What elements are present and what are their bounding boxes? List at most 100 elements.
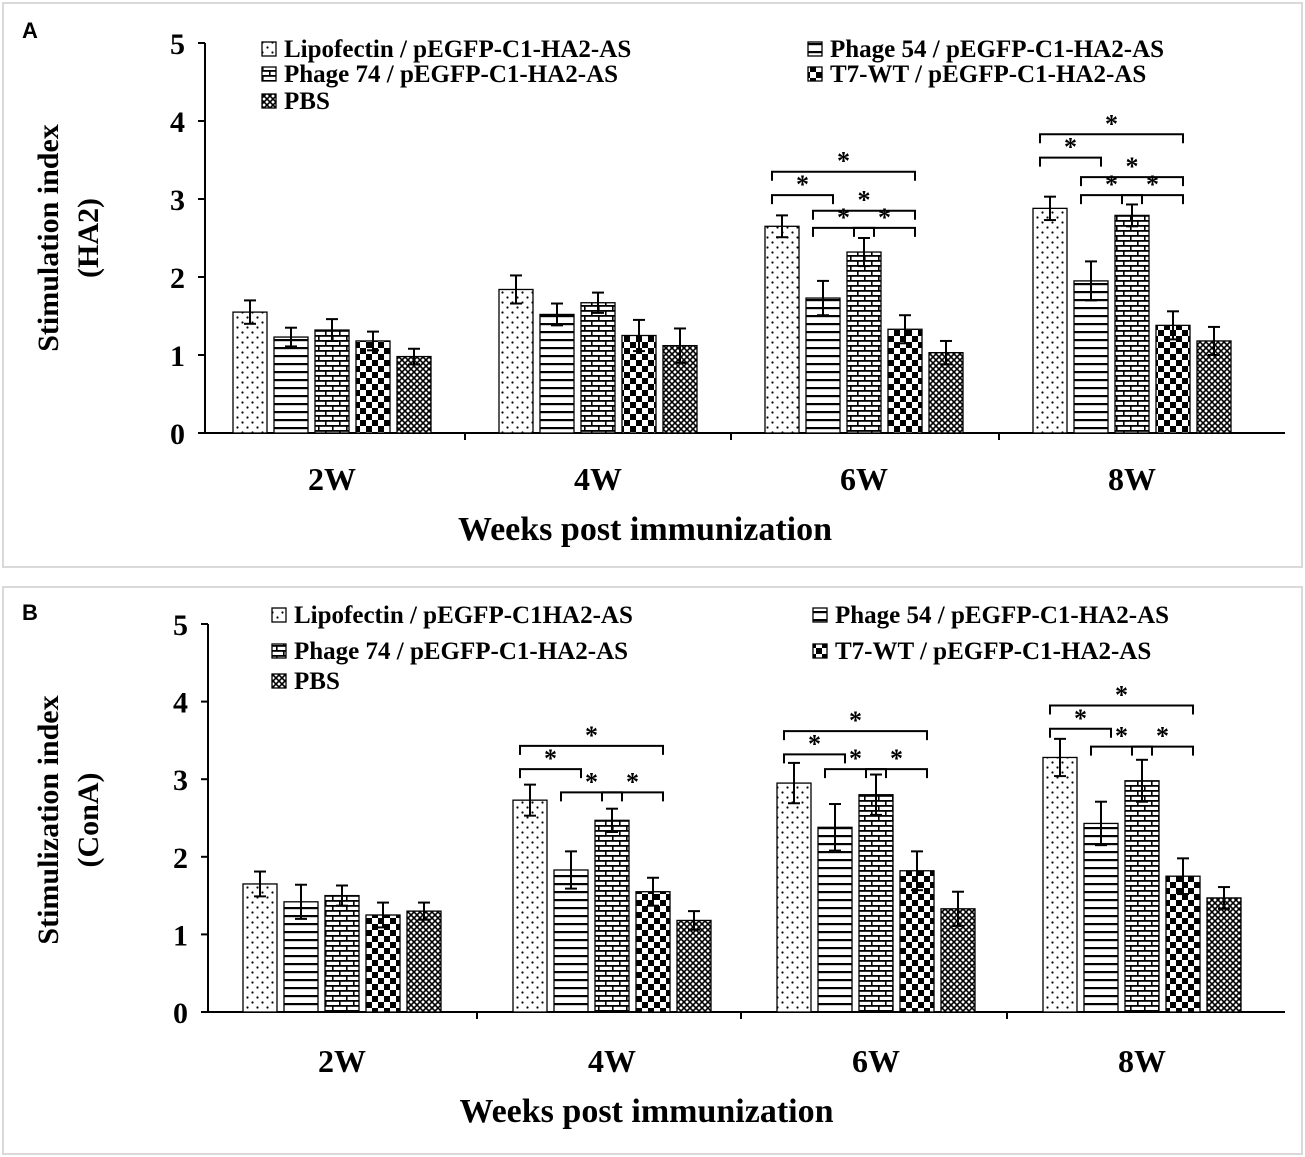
pb-legend-label: PBS <box>294 668 340 695</box>
panel-a-label: A <box>22 18 38 43</box>
pa-bar-8w-s5 <box>1196 340 1232 434</box>
pb-legend-swatch <box>271 673 287 689</box>
pb-significance-star: * <box>849 744 862 773</box>
pb-bar-2w-s1 <box>242 883 278 1013</box>
pb-significance-bracket <box>783 753 846 764</box>
pb-significance-bracket <box>601 791 664 802</box>
pa-significance-star: * <box>1146 170 1159 199</box>
pa-significance-star: * <box>1105 170 1118 199</box>
pb-significance-star: * <box>808 729 821 758</box>
pb-significance-bracket <box>1049 704 1194 715</box>
pa-bar-2w-s2 <box>273 336 309 434</box>
pb-y-axis-label-2: (ConA) <box>72 773 105 868</box>
pa-legend-label: Phage 54 / pEGFP-C1-HA2-AS <box>830 36 1164 63</box>
pa-significance-bracket <box>1039 133 1184 144</box>
pa-y-tick-label: 0 <box>170 418 185 451</box>
pb-bar-4w-s5 <box>676 919 712 1013</box>
pa-significance-star: * <box>1064 133 1077 162</box>
pa-bar-6w-s2 <box>805 297 841 434</box>
pb-category-label: 8W <box>1118 1043 1166 1079</box>
pb-significance-star: * <box>1115 680 1128 709</box>
pb-bar-6w-s3 <box>858 794 894 1013</box>
pa-bar-6w-s4 <box>887 328 923 434</box>
pa-significance-star: * <box>1105 109 1118 138</box>
pb-significance-bracket <box>783 730 928 741</box>
pa-x-axis-label: Weeks post immunization <box>458 511 832 548</box>
pb-bar-4w-s4 <box>635 891 671 1013</box>
pb-legend-label: T7-WT / pEGFP-C1-HA2-AS <box>835 638 1151 665</box>
pb-significance-bracket <box>824 768 887 779</box>
pa-bar-8w-s2 <box>1073 280 1109 434</box>
pb-significance-bracket <box>865 768 928 779</box>
pb-significance-star: * <box>585 767 598 796</box>
pa-category-label: 2W <box>308 461 356 497</box>
pb-category-label: 6W <box>852 1043 900 1079</box>
pa-significance-star: * <box>837 147 850 176</box>
pb-legend-swatch <box>812 607 828 623</box>
pa-category-label: 8W <box>1108 461 1156 497</box>
pb-category-label: 2W <box>318 1043 366 1079</box>
pb-significance-star: * <box>1156 722 1169 751</box>
pa-significance-star: * <box>796 170 809 199</box>
pb-significance-star: * <box>890 744 903 773</box>
pb-y-tick-label: 3 <box>173 764 188 797</box>
pa-legend-swatch <box>807 66 823 82</box>
pb-bar-2w-s2 <box>283 901 319 1013</box>
pa-legend-swatch <box>261 93 277 109</box>
pa-significance-star: * <box>858 186 871 215</box>
pb-significance-bracket <box>1131 745 1194 756</box>
pb-y-tick-label: 0 <box>173 997 188 1030</box>
pa-legend-label: Phage 74 / pEGFP-C1-HA2-AS <box>284 61 618 88</box>
pb-bar-8w-s3 <box>1124 780 1160 1013</box>
pb-significance-bracket <box>519 744 664 755</box>
pa-bar-8w-s3 <box>1114 214 1150 434</box>
pa-significance-bracket <box>1080 176 1184 187</box>
pb-bar-8w-s2 <box>1083 822 1119 1013</box>
pa-significance-bracket <box>1121 194 1184 205</box>
pa-legend-swatch <box>807 41 823 57</box>
pb-y-tick-label: 2 <box>173 842 188 875</box>
pb-legend-swatch <box>271 607 287 623</box>
pb-significance-bracket <box>560 791 623 802</box>
pb-bar-8w-s4 <box>1165 875 1201 1013</box>
pa-bar-2w-s5 <box>396 355 432 434</box>
pa-category-label: 4W <box>574 461 622 497</box>
pb-bar-2w-s5 <box>406 910 442 1013</box>
pa-bar-4w-s3 <box>580 302 616 434</box>
pa-bar-2w-s1 <box>232 311 268 434</box>
pb-significance-star: * <box>585 721 598 750</box>
pa-significance-bracket <box>771 194 834 205</box>
pb-bar-8w-s1 <box>1042 756 1078 1013</box>
pa-legend-label: PBS <box>284 88 330 115</box>
pa-bar-8w-s4 <box>1155 324 1191 434</box>
pa-legend-swatch <box>261 41 277 57</box>
pb-category-label: 4W <box>588 1043 636 1079</box>
pb-x-axis-label: Weeks post immunization <box>459 1093 833 1130</box>
pa-bar-6w-s3 <box>846 251 882 434</box>
pa-significance-bracket <box>853 226 916 237</box>
pb-bar-4w-s1 <box>512 799 548 1013</box>
pa-significance-star: * <box>1126 152 1139 181</box>
pb-significance-bracket <box>1090 745 1153 756</box>
pa-category-label: 6W <box>840 461 888 497</box>
pa-y-axis-label: Stimulation index <box>32 124 65 352</box>
pa-legend-swatch <box>261 66 277 82</box>
pa-significance-star: * <box>837 203 850 232</box>
pb-bar-2w-s3 <box>324 894 360 1013</box>
pb-y-tick-label: 1 <box>173 919 188 952</box>
pb-bar-6w-s4 <box>899 870 935 1013</box>
pb-significance-star: * <box>849 706 862 735</box>
pb-bar-2w-s4 <box>365 914 401 1013</box>
pb-legend-label: Phage 54 / pEGFP-C1-HA2-AS <box>835 602 1169 629</box>
pa-bar-4w-s1 <box>498 288 534 434</box>
pa-legend-label: T7-WT / pEGFP-C1-HA2-AS <box>830 61 1146 88</box>
pa-bar-6w-s5 <box>928 352 964 434</box>
pa-y-tick-label: 2 <box>170 262 185 295</box>
pb-bar-4w-s3 <box>594 819 630 1013</box>
pa-bar-6w-s1 <box>764 225 800 434</box>
pb-y-axis-label: Stimulization index <box>32 695 65 944</box>
pa-y-axis-label-2: (HA2) <box>72 198 105 278</box>
pa-significance-bracket <box>812 226 875 237</box>
panel-b-label: B <box>22 600 38 625</box>
